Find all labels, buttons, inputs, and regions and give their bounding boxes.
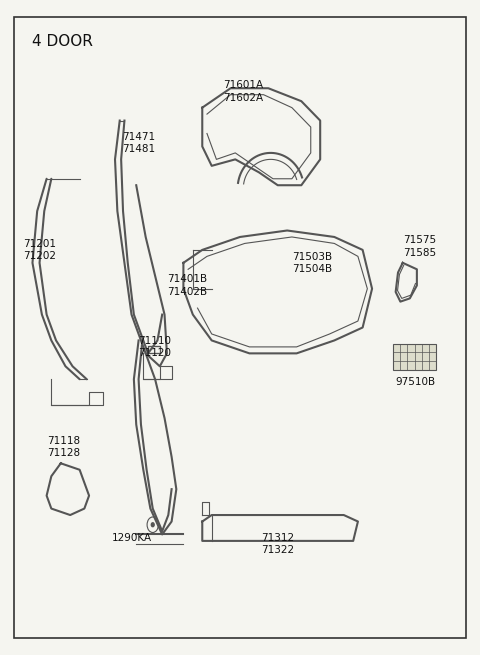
Bar bbox=[393, 344, 436, 369]
Text: 1290KA: 1290KA bbox=[111, 533, 152, 542]
Text: 71401B
71402B: 71401B 71402B bbox=[167, 274, 207, 297]
Text: 71471
71481: 71471 71481 bbox=[122, 132, 155, 155]
Text: 71601A
71602A: 71601A 71602A bbox=[224, 81, 264, 103]
Text: 4 DOOR: 4 DOOR bbox=[33, 34, 93, 49]
Text: 71201
71202: 71201 71202 bbox=[23, 238, 56, 261]
Text: 71312
71322: 71312 71322 bbox=[261, 533, 294, 555]
Text: 71575
71585: 71575 71585 bbox=[403, 235, 436, 258]
Text: 71110
71120: 71110 71120 bbox=[139, 336, 171, 358]
Text: 71118
71128: 71118 71128 bbox=[47, 436, 80, 458]
Text: 71503B
71504B: 71503B 71504B bbox=[292, 252, 332, 274]
Bar bbox=[148, 346, 160, 353]
Circle shape bbox=[151, 523, 154, 527]
Bar bbox=[148, 346, 160, 353]
Bar bbox=[148, 346, 160, 353]
Text: 97510B: 97510B bbox=[396, 377, 436, 388]
